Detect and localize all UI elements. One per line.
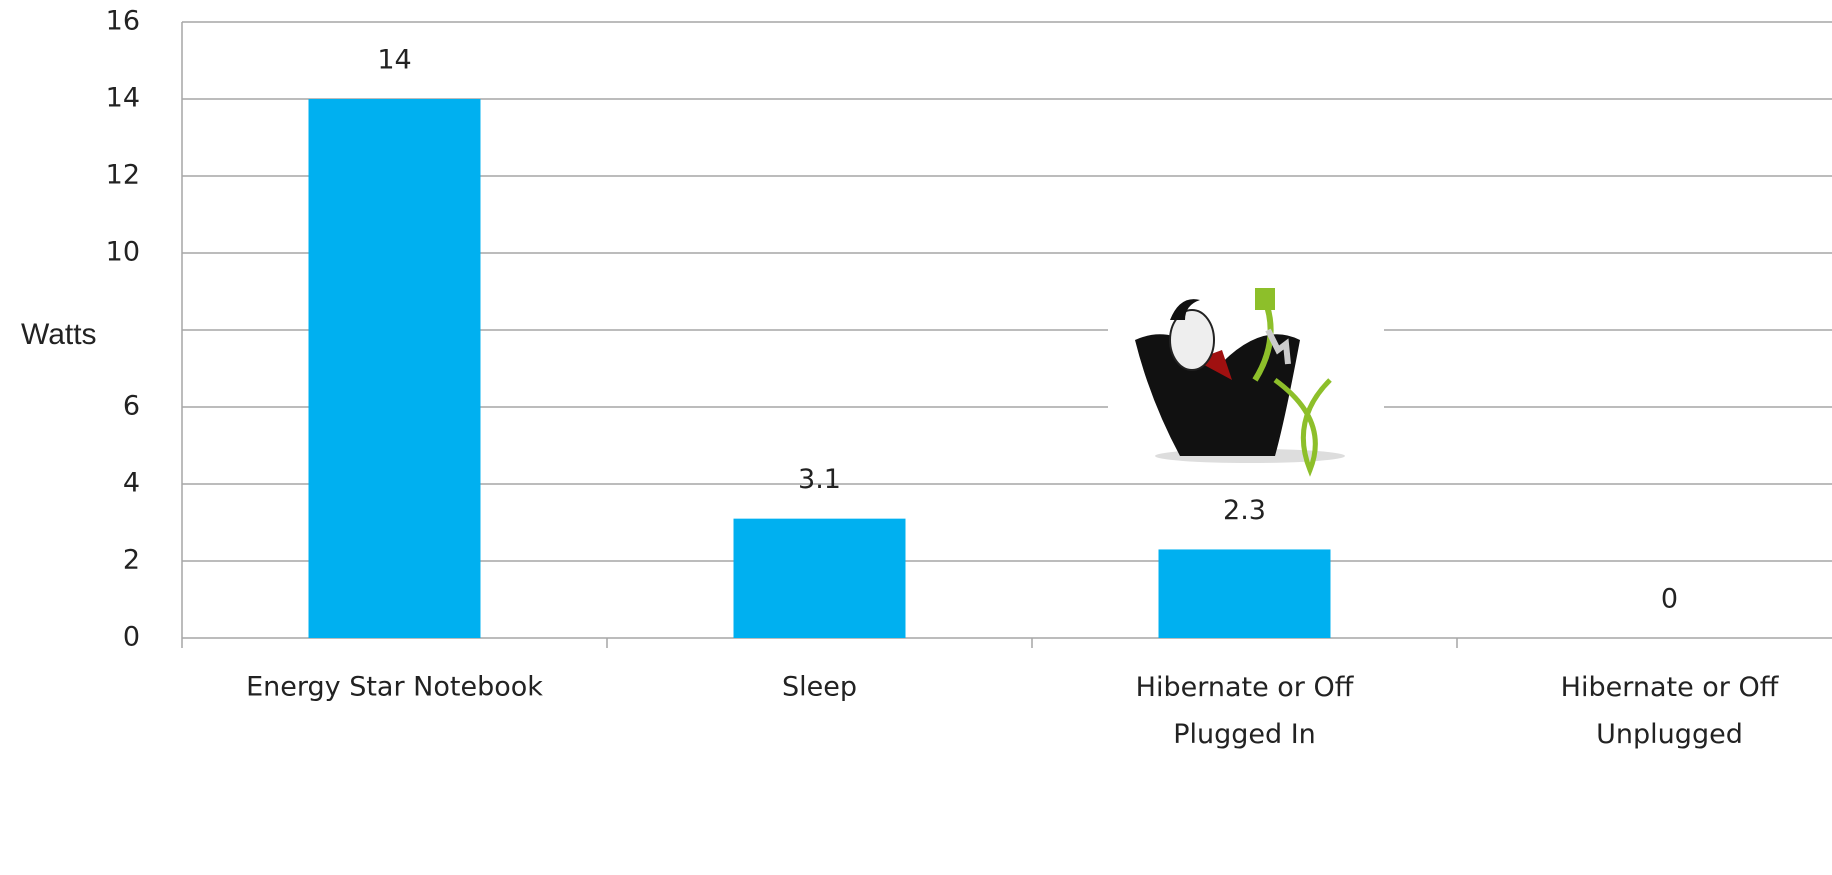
y-tick-label: 4 xyxy=(123,468,140,499)
x-tick-label: Hibernate or Off Unplugged xyxy=(1561,672,1780,750)
y-tick-label: 2 xyxy=(123,545,140,576)
bar xyxy=(733,518,906,638)
y-tick-label: 14 xyxy=(106,83,140,114)
x-tick-label: Energy Star Notebook xyxy=(246,672,543,703)
y-tick-label: 16 xyxy=(106,6,140,37)
vampire-illustration xyxy=(1108,280,1384,477)
value-label: 2.3 xyxy=(1223,495,1266,526)
plot: 0 2 4 6 10 12 14 16 Energy Star Notebook 14 Sleep 3… xyxy=(106,6,1832,750)
bar xyxy=(1158,549,1331,638)
bar xyxy=(308,99,481,638)
y-axis-label: Watts xyxy=(21,318,97,351)
value-label: 14 xyxy=(377,45,411,76)
y-tick-label: 6 xyxy=(123,391,140,422)
y-tick-label: 10 xyxy=(106,237,140,268)
y-tick-label: 12 xyxy=(106,160,140,191)
y-tick-label: 0 xyxy=(123,622,140,653)
value-label: 3.1 xyxy=(798,464,841,495)
x-tick-label: Hibernate or Off Plugged In xyxy=(1136,672,1355,750)
value-label: 0 xyxy=(1661,584,1678,615)
x-tick-label: Sleep xyxy=(782,672,857,703)
